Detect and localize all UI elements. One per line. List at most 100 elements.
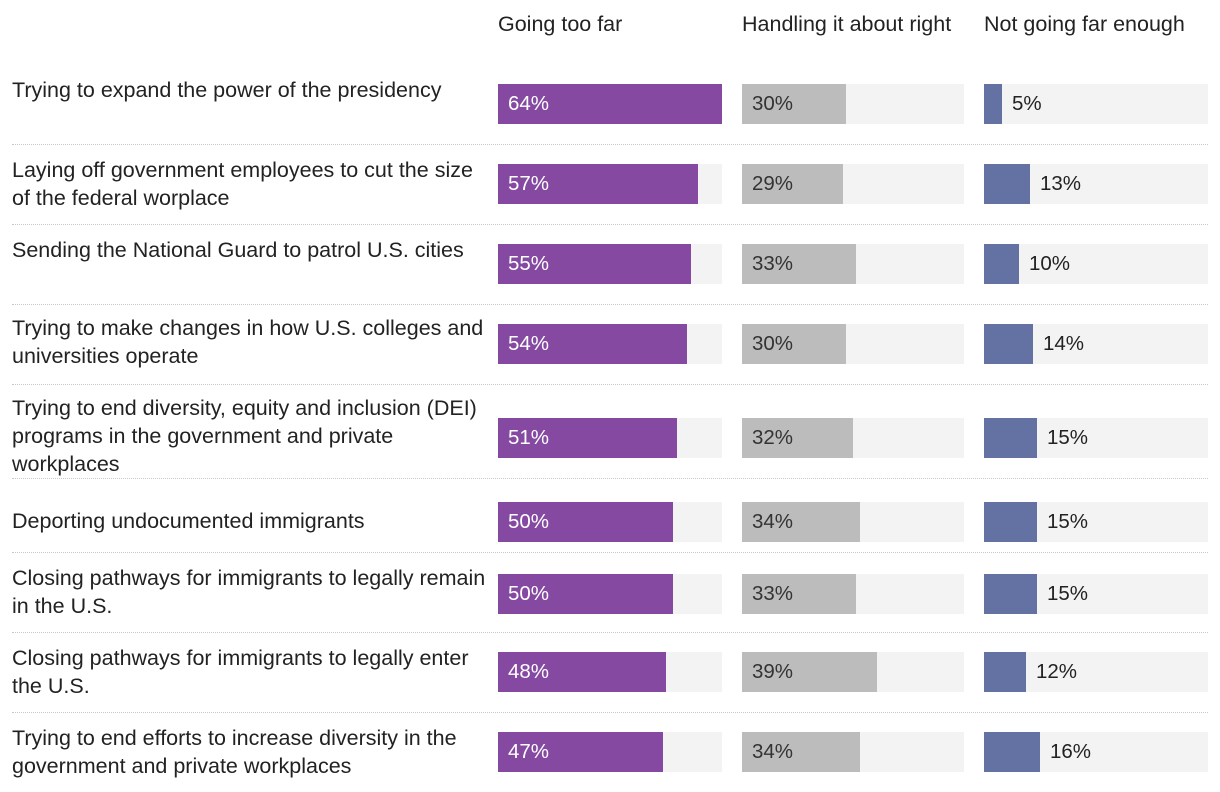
data-label: 5% bbox=[1012, 92, 1042, 115]
data-label: 13% bbox=[1040, 172, 1082, 195]
row-separator bbox=[12, 224, 1208, 225]
bar-handling-it-about-right bbox=[742, 164, 843, 204]
bar-track: 54% bbox=[498, 324, 722, 364]
bar-track: 30% bbox=[742, 84, 964, 124]
row-separator bbox=[12, 384, 1208, 385]
data-label: 14% bbox=[1043, 332, 1085, 355]
bar-track: 34% bbox=[742, 502, 964, 542]
row-separator bbox=[12, 632, 1208, 633]
bar-track: 50% bbox=[498, 502, 722, 542]
bar-track: 55% bbox=[498, 244, 722, 284]
data-label: 34% bbox=[752, 740, 794, 763]
row-label: Closing pathways for immigrants to legal… bbox=[12, 646, 469, 698]
bar-track: 12% bbox=[984, 652, 1208, 692]
bar-track: 57% bbox=[498, 164, 722, 204]
data-label: 15% bbox=[1047, 510, 1089, 533]
bar-going-too-far bbox=[498, 502, 673, 542]
row-label: Sending the National Guard to patrol U.S… bbox=[12, 238, 464, 262]
bar-track: 29% bbox=[742, 164, 964, 204]
data-label: 47% bbox=[508, 740, 550, 763]
data-label: 33% bbox=[752, 582, 794, 605]
row-separator bbox=[12, 478, 1208, 479]
bar-handling-it-about-right bbox=[742, 652, 877, 692]
bar-track: 16% bbox=[984, 732, 1208, 772]
bar-not-going-far-enough bbox=[984, 244, 1019, 284]
data-label: 15% bbox=[1047, 582, 1089, 605]
row-label: Trying to expand the power of the presid… bbox=[12, 78, 442, 102]
bar-handling-it-about-right bbox=[742, 84, 846, 124]
bar-track: 5% bbox=[984, 84, 1208, 124]
bar-going-too-far bbox=[498, 574, 673, 614]
bar-track: 64% bbox=[498, 84, 722, 124]
row-label: Trying to end efforts to increase divers… bbox=[12, 726, 457, 778]
bar-track: 32% bbox=[742, 418, 964, 458]
bar-going-too-far bbox=[498, 324, 687, 364]
bar-going-too-far bbox=[498, 652, 666, 692]
row-separator bbox=[12, 552, 1208, 553]
bar-track: 47% bbox=[498, 732, 722, 772]
bar-not-going-far-enough bbox=[984, 418, 1037, 458]
bar-track: 15% bbox=[984, 418, 1208, 458]
bar-handling-it-about-right bbox=[742, 418, 853, 458]
data-label: 12% bbox=[1036, 660, 1078, 683]
data-label: 30% bbox=[752, 92, 794, 115]
data-label: 57% bbox=[508, 172, 550, 195]
column-header-handling-it-about-right: Handling it about right bbox=[742, 12, 952, 36]
bar-track: 15% bbox=[984, 502, 1208, 542]
bar-track: 34% bbox=[742, 732, 964, 772]
row-label: Closing pathways for immigrants to legal… bbox=[12, 566, 486, 618]
bar-handling-it-about-right bbox=[742, 324, 846, 364]
data-label: 51% bbox=[508, 426, 550, 449]
bar-not-going-far-enough bbox=[984, 732, 1040, 772]
bar-going-too-far bbox=[498, 164, 698, 204]
data-label: 34% bbox=[752, 510, 794, 533]
data-label: 33% bbox=[752, 252, 794, 275]
data-label: 55% bbox=[508, 252, 550, 275]
bar-track: 39% bbox=[742, 652, 964, 692]
data-label: 15% bbox=[1047, 426, 1089, 449]
bar-track: 10% bbox=[984, 244, 1208, 284]
data-label: 54% bbox=[508, 332, 550, 355]
row-label: Trying to end diversity, equity and incl… bbox=[12, 396, 477, 476]
bar-going-too-far bbox=[498, 732, 663, 772]
bar-going-too-far bbox=[498, 244, 691, 284]
bar-track: 14% bbox=[984, 324, 1208, 364]
bar-not-going-far-enough bbox=[984, 164, 1030, 204]
data-label: 10% bbox=[1029, 252, 1071, 275]
data-label: 29% bbox=[752, 172, 794, 195]
data-label: 16% bbox=[1050, 740, 1092, 763]
bar-not-going-far-enough bbox=[984, 502, 1037, 542]
bar-track: 48% bbox=[498, 652, 722, 692]
bar-handling-it-about-right bbox=[742, 574, 856, 614]
row-label: Deporting undocumented immigrants bbox=[12, 509, 365, 533]
data-label: 39% bbox=[752, 660, 794, 683]
data-label: 32% bbox=[752, 426, 794, 449]
bar-track: 33% bbox=[742, 574, 964, 614]
bar-not-going-far-enough bbox=[984, 574, 1037, 614]
data-label: 50% bbox=[508, 510, 550, 533]
column-header-not-going-far-enough: Not going far enough bbox=[984, 12, 1185, 36]
data-label: 64% bbox=[508, 92, 550, 115]
bar-not-going-far-enough bbox=[984, 324, 1033, 364]
bar-track: 50% bbox=[498, 574, 722, 614]
bar-track: 15% bbox=[984, 574, 1208, 614]
bar-handling-it-about-right bbox=[742, 732, 860, 772]
row-separator bbox=[12, 304, 1208, 305]
row-label: Laying off government employees to cut t… bbox=[12, 158, 473, 210]
row-separator bbox=[12, 712, 1208, 713]
data-label: 30% bbox=[752, 332, 794, 355]
bar-track: 33% bbox=[742, 244, 964, 284]
bar-track: 51% bbox=[498, 418, 722, 458]
bar-not-going-far-enough bbox=[984, 84, 1002, 124]
column-header-going-too-far: Going too far bbox=[498, 12, 623, 36]
bar-handling-it-about-right bbox=[742, 244, 856, 284]
bar-going-too-far bbox=[498, 84, 722, 124]
bar-going-too-far bbox=[498, 418, 677, 458]
bar-handling-it-about-right bbox=[742, 502, 860, 542]
bar-track: 13% bbox=[984, 164, 1208, 204]
row-label: Trying to make changes in how U.S. colle… bbox=[12, 316, 484, 368]
bar-track: 30% bbox=[742, 324, 964, 364]
data-label: 48% bbox=[508, 660, 550, 683]
data-label: 50% bbox=[508, 582, 550, 605]
